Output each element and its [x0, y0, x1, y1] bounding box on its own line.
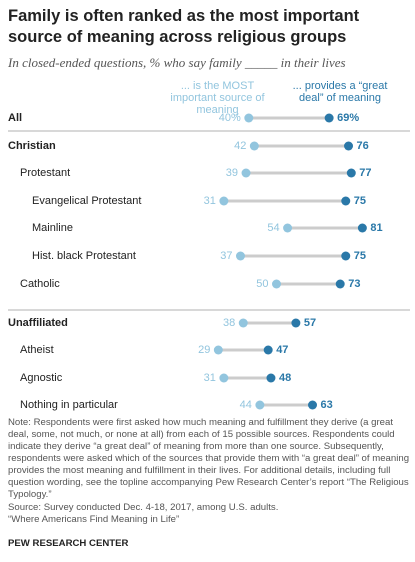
value-label: 73 [348, 278, 360, 290]
dot [263, 345, 273, 355]
chart-title: Family is often ranked as the most impor… [8, 7, 360, 46]
dot [346, 168, 356, 178]
row-label: Unaffiliated [8, 317, 68, 329]
dot [341, 196, 351, 206]
value-label: 57 [304, 317, 316, 329]
dot [238, 318, 248, 328]
dot [219, 196, 229, 206]
value-label: 40% [219, 112, 241, 124]
value-label: 31 [204, 372, 216, 384]
footer: PEW RESEARCH CENTER [8, 538, 129, 549]
dot [291, 318, 301, 328]
dot [244, 113, 254, 123]
dot [357, 223, 367, 233]
value-label: 69% [337, 112, 359, 124]
value-label: 50 [256, 278, 268, 290]
dot [241, 168, 251, 178]
chart-subtitle: In closed-ended questions, % who say fam… [8, 55, 346, 70]
row-label: Catholic [20, 278, 60, 290]
dot [235, 251, 245, 261]
row-label: Hist. black Protestant [32, 250, 136, 262]
note: Note: Respondents were first asked how m… [8, 417, 410, 500]
legend-entry: ... is the MOST important source of mean… [170, 80, 265, 116]
dot [219, 373, 229, 383]
dot [308, 400, 318, 410]
dot [249, 141, 259, 151]
value-label: 54 [267, 222, 279, 234]
report: “Where Americans Find Meaning in Life” [8, 514, 180, 525]
value-label: 77 [359, 167, 371, 179]
value-label: 48 [279, 372, 291, 384]
dot [272, 279, 281, 289]
value-label: 29 [198, 344, 210, 356]
value-label: 42 [234, 140, 246, 152]
dot [344, 141, 354, 151]
value-label: 38 [223, 317, 235, 329]
dot [324, 113, 334, 123]
dot [283, 223, 293, 233]
value-label: 81 [370, 222, 382, 234]
source: Source: Survey conducted Dec. 4-18, 2017… [8, 502, 279, 513]
value-label: 76 [357, 140, 369, 152]
dot [335, 279, 345, 289]
value-label: 37 [220, 250, 232, 262]
value-label: 63 [321, 399, 333, 411]
dot [255, 400, 265, 410]
row-label: Christian [8, 140, 56, 152]
value-label: 75 [354, 250, 366, 262]
value-label: 39 [226, 167, 238, 179]
value-label: 44 [240, 399, 252, 411]
value-label: 75 [354, 195, 366, 207]
value-label: 31 [204, 195, 216, 207]
row-label: Evangelical Protestant [32, 195, 141, 207]
dot [341, 251, 351, 261]
row-label: Mainline [32, 222, 73, 234]
row-label: Agnostic [20, 372, 63, 384]
dot [213, 345, 223, 355]
dot [266, 373, 276, 383]
row-label: Atheist [20, 344, 54, 356]
legend-entry: ... provides a “great deal” of meaning [292, 80, 388, 104]
row-label: Nothing in particular [20, 399, 118, 411]
value-label: 47 [276, 344, 288, 356]
row-label: All [8, 112, 22, 124]
row-label: Protestant [20, 167, 70, 179]
